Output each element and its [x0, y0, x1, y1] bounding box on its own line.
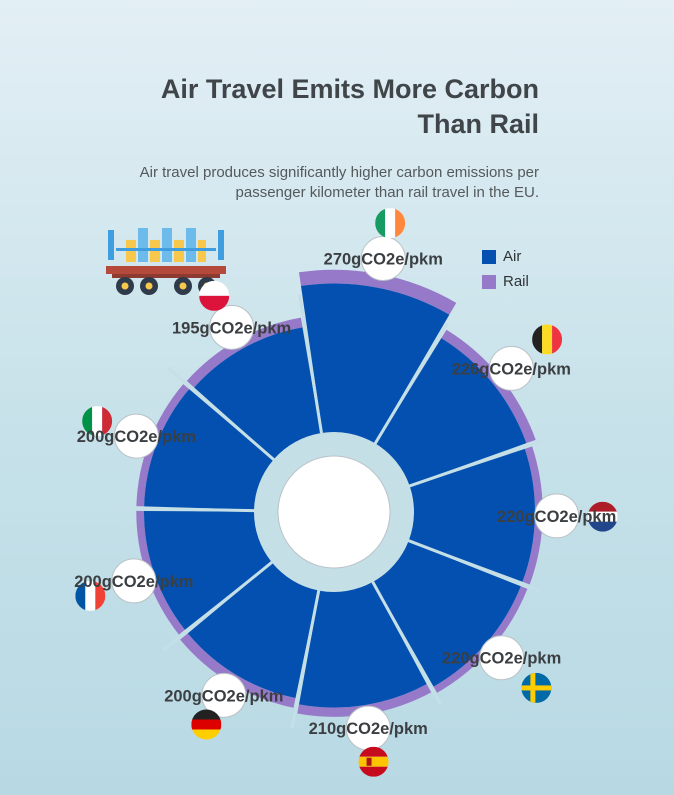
bar-rail-sweden [433, 586, 528, 693]
label-bubble-sweden [479, 635, 525, 681]
legend-item-rail: Rail [482, 269, 529, 294]
value-label-france: 200gCO2e/pkm [74, 573, 193, 591]
flag-belgium-icon [532, 324, 563, 355]
value-label-netherlands: 220gCO2e/pkm [497, 508, 616, 526]
slice-separator [114, 506, 255, 513]
slice-separator [162, 561, 273, 652]
bar-rail-germany [180, 633, 296, 708]
slice-separator [371, 581, 442, 706]
flag-germany-icon [191, 709, 222, 740]
bar-air-poland [194, 327, 321, 459]
bar-air-sweden [373, 541, 521, 687]
slice-separator [409, 438, 543, 488]
label-bubble-netherlands [534, 493, 580, 539]
legend-swatch-rail [482, 274, 496, 289]
bar-air-netherlands [409, 448, 535, 582]
bar-rail-spain [297, 684, 432, 717]
flag-italy-icon [82, 406, 113, 437]
slice-separator [408, 539, 540, 593]
bar-air-italy [144, 389, 273, 510]
bar-air-germany [187, 563, 318, 699]
label-bubble-france [111, 558, 157, 604]
chart-center-circle [277, 455, 391, 569]
bar-air-spain [299, 582, 427, 708]
flag-poland-icon [199, 280, 230, 311]
value-label-spain: 210gCO2e/pkm [309, 720, 428, 738]
label-bubble-poland [209, 304, 255, 350]
bar-rail-belgium [441, 329, 536, 444]
value-label-ireland: 270gCO2e/pkm [324, 250, 443, 268]
flag-ireland-icon [375, 208, 406, 239]
label-bubble-germany [201, 672, 247, 718]
bar-rail-ireland [298, 269, 457, 315]
slice-separator [373, 322, 449, 445]
bar-rail-poland [186, 317, 303, 388]
page-subtitle: Air travel produces significantly higher… [139, 164, 539, 201]
value-label-italy: 200gCO2e/pkm [77, 428, 196, 446]
value-label-belgium: 226gCO2e/pkm [452, 360, 571, 378]
chart-legend: Air Rail [482, 244, 529, 294]
bar-rail-netherlands [522, 446, 543, 585]
label-bubble-ireland [360, 235, 406, 281]
legend-item-air: Air [482, 244, 529, 269]
legend-label-rail: Rail [503, 273, 529, 290]
slice-separator [166, 366, 275, 461]
flag-france-icon [75, 580, 106, 611]
value-label-germany: 200gCO2e/pkm [164, 687, 283, 705]
legend-label-air: Air [503, 248, 522, 265]
value-label-sweden: 220gCO2e/pkm [442, 650, 561, 668]
flag-sweden-icon [521, 672, 552, 703]
bar-air-france [143, 510, 272, 630]
slice-separator [290, 590, 321, 729]
label-bubble-italy [113, 413, 159, 459]
slice-separator [298, 294, 323, 434]
value-label-poland: 195gCO2e/pkm [172, 319, 291, 337]
label-bubble-belgium [488, 345, 534, 391]
flag-netherlands-icon [587, 501, 618, 532]
bar-air-ireland [300, 283, 450, 443]
page-title: Air Travel Emits More Carbon Than Rail [160, 74, 539, 139]
bar-air-belgium [376, 338, 527, 486]
legend-swatch-air [482, 249, 496, 264]
bar-rail-italy [136, 384, 190, 507]
flag-spain-icon [358, 746, 389, 777]
